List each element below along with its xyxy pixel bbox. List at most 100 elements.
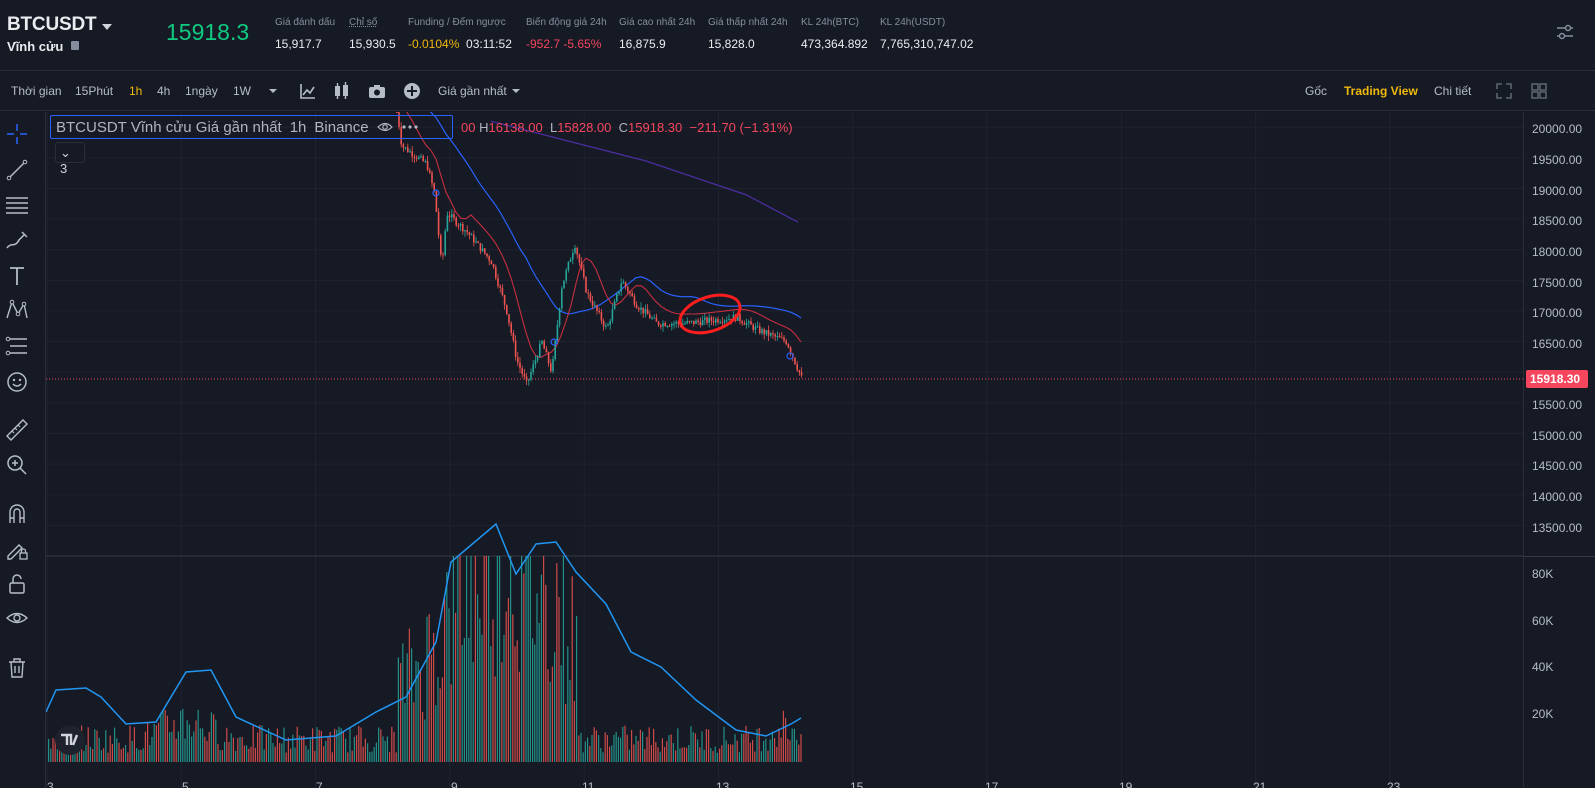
symbol-name[interactable]: BTCUSDT	[7, 14, 97, 35]
volume-bar	[199, 728, 201, 762]
indicators-collapse-button[interactable]: ⌄ 3	[55, 142, 85, 176]
volume-bar	[290, 748, 292, 762]
time-label: 19	[1119, 780, 1133, 788]
indicators-icon[interactable]	[298, 81, 318, 101]
candlestick-type-icon[interactable]	[332, 81, 352, 101]
volume-bar	[327, 735, 329, 762]
unlock-icon[interactable]	[5, 572, 29, 596]
volume-bar	[347, 752, 349, 762]
volume-bar	[474, 556, 476, 762]
volume-bar	[697, 739, 699, 762]
symbol-dropdown-caret-icon[interactable]	[102, 24, 112, 30]
trash-icon[interactable]	[5, 656, 29, 680]
volume-bar	[254, 747, 256, 762]
candle-body	[534, 360, 537, 365]
candle-body	[528, 379, 530, 381]
zoom-in-icon[interactable]	[5, 453, 29, 477]
candle-body	[675, 322, 677, 324]
volume-bar	[538, 622, 540, 762]
volume-bar	[580, 732, 582, 762]
stat-label[interactable]: Chỉ số	[349, 17, 378, 28]
prediction-tool-icon[interactable]	[5, 334, 29, 358]
volume-bar	[94, 729, 96, 762]
volume-bar	[609, 746, 611, 762]
interval-1d[interactable]: 1ngày	[185, 84, 218, 98]
stat-index-price[interactable]: Chỉ số 15,930.5	[349, 17, 396, 51]
volume-bar	[391, 726, 393, 762]
legend-eye-icon[interactable]	[376, 121, 393, 133]
volume-bar	[441, 677, 443, 762]
pattern-tool-icon[interactable]	[5, 298, 29, 322]
view-tab-tradingview[interactable]: Trading View	[1344, 84, 1418, 98]
volume-bar	[507, 597, 509, 762]
volume-bar	[252, 725, 254, 762]
price-label: 17000.00	[1532, 306, 1583, 320]
candle-body	[785, 340, 787, 344]
eye-icon[interactable]	[5, 606, 29, 630]
volume-label: 20K	[1532, 707, 1554, 721]
magnet-icon[interactable]	[5, 502, 29, 526]
candle-body	[574, 247, 576, 254]
candle-body	[737, 314, 739, 321]
emoji-icon[interactable]	[5, 370, 29, 394]
price-type-select[interactable]: Giá gần nhất	[438, 84, 507, 98]
volume-bar	[375, 742, 377, 762]
interval-4h[interactable]: 4h	[157, 84, 171, 98]
crosshair-icon[interactable]	[5, 122, 29, 146]
price-axis[interactable]: 20000.00 19500.00 19000.00 18500.00 1800…	[1523, 112, 1595, 788]
price-label: 15500.00	[1532, 398, 1583, 412]
fullscreen-icon[interactable]	[1494, 81, 1514, 101]
volume-bar	[85, 745, 87, 762]
candle-body	[655, 317, 658, 322]
candle-body	[453, 214, 455, 218]
volume-bar	[364, 738, 366, 762]
view-tab-basic[interactable]: Gốc	[1305, 84, 1328, 98]
layout-grid-icon[interactable]	[1529, 81, 1549, 101]
interval-1h[interactable]: 1h	[129, 84, 143, 98]
volume-bar	[197, 709, 199, 762]
candle-body	[726, 320, 728, 322]
volume-bar	[690, 726, 692, 762]
volume-bar	[393, 731, 395, 762]
candle-body	[420, 156, 422, 158]
ma-marker	[786, 352, 794, 360]
volume-bar	[345, 738, 347, 762]
text-tool-icon[interactable]	[5, 264, 29, 288]
ruler-icon[interactable]	[5, 418, 29, 442]
contract-info-icon[interactable]	[71, 41, 79, 50]
candle-body	[710, 317, 713, 321]
add-plus-icon[interactable]	[402, 81, 422, 101]
camera-icon[interactable]	[367, 81, 387, 101]
interval-1w[interactable]: 1W	[233, 84, 251, 98]
volume-label: 80K	[1532, 567, 1554, 581]
volume-bar	[138, 749, 140, 762]
lock-drawing-icon[interactable]	[5, 537, 29, 561]
more-intervals-caret-icon[interactable]	[267, 85, 279, 97]
volume-bar	[386, 736, 388, 762]
time-label: 9	[451, 780, 458, 788]
legend-more-icon[interactable]	[401, 124, 419, 130]
volume-bar	[791, 728, 793, 762]
candle-body	[545, 348, 548, 353]
brush-icon[interactable]	[5, 228, 29, 252]
volume-bar	[323, 746, 325, 762]
volume-ma-line	[46, 522, 802, 741]
volume-bar	[353, 736, 355, 762]
fib-retracement-icon[interactable]	[5, 192, 29, 216]
volume-bar	[340, 728, 342, 762]
volume-bar	[411, 648, 413, 762]
volume-bar	[378, 727, 380, 762]
candle-body	[686, 321, 688, 324]
ma-slow-line	[429, 112, 802, 319]
candle-body	[701, 319, 704, 326]
volume-bar	[732, 744, 734, 762]
interval-15m[interactable]: 15Phút	[75, 84, 114, 98]
view-tab-depth[interactable]: Chi tiết	[1434, 84, 1472, 98]
candle-body	[475, 241, 477, 243]
settings-sliders-icon[interactable]	[1556, 24, 1574, 40]
price-chart[interactable]	[46, 112, 1523, 788]
indicator-count: 3	[60, 161, 68, 176]
price-type-caret-icon[interactable]	[510, 85, 522, 97]
trendline-icon[interactable]	[5, 158, 29, 182]
volume-bar	[584, 741, 586, 762]
